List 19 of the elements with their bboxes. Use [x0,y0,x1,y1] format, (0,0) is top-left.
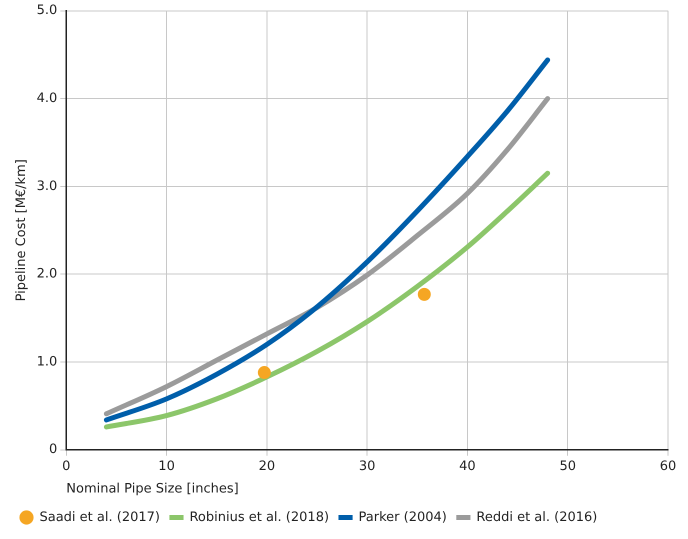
x-tick-label: 40 [459,458,476,474]
y-tick-label: 2.0 [36,266,58,282]
x-tick-label: 60 [660,458,676,474]
y-tick-label: 5.0 [36,3,58,18]
y-axis-title: Pipeline Cost [M€/km] [14,159,30,302]
x-tick-label: 10 [158,458,175,474]
y-tick-label: 4.0 [36,90,58,106]
legend-label: Saadi et al. (2017) [40,510,160,525]
legend-label: Robinius et al. (2018) [189,510,330,525]
x-tick-label: 0 [62,458,70,474]
x-tick-label: 50 [559,458,576,474]
x-tick-label: 20 [258,458,276,474]
x-tick-label: 30 [358,458,376,474]
y-tick-label: 3.0 [36,178,58,194]
y-tick-label: 1.0 [36,354,58,370]
legend-label: Reddi et al. (2016) [476,510,598,525]
x-axis-title: Nominal Pipe Size [inches] [66,482,239,497]
y-tick-label: 0 [48,442,58,458]
legend-label: Parker (2004) [358,510,447,525]
